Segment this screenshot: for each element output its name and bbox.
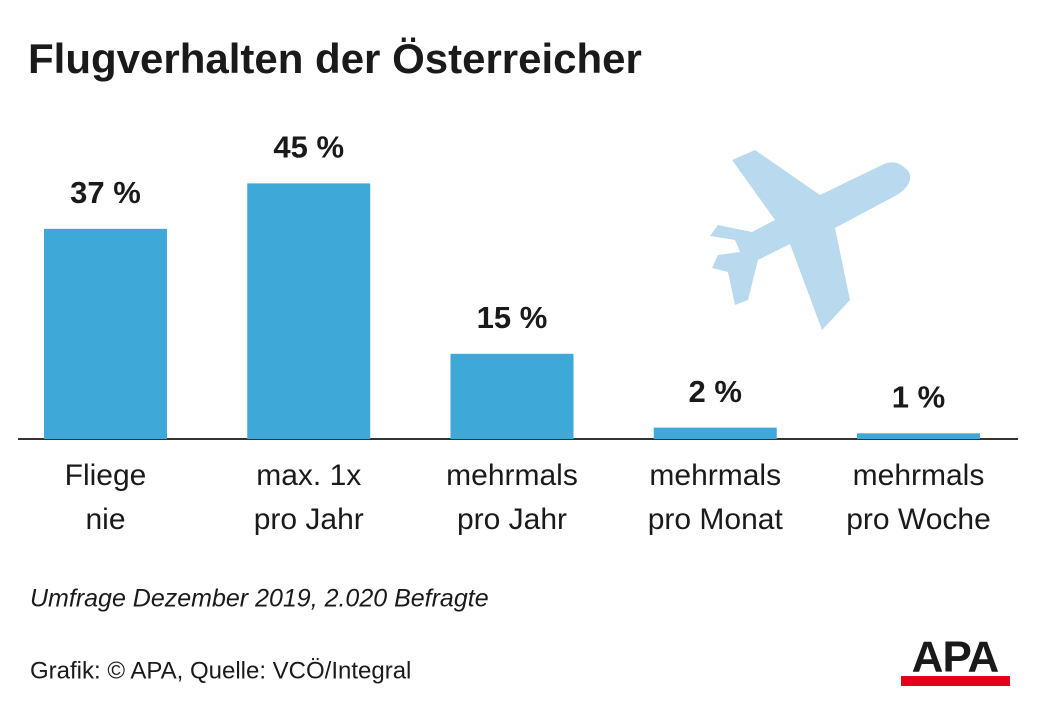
value-label: 15 %: [477, 300, 548, 335]
logo: APA: [912, 633, 999, 682]
category-label: mehrmals: [649, 459, 781, 492]
value-label: 45 %: [273, 130, 344, 165]
category-label: mehrmals: [853, 459, 985, 492]
airplane-icon: [710, 150, 911, 330]
category-label: pro Monat: [648, 503, 784, 536]
bar: [653, 427, 777, 439]
category-label: max. 1x: [256, 459, 361, 492]
category-label: mehrmals: [446, 459, 578, 492]
note: Umfrage Dezember 2019, 2.020 Befragte: [30, 585, 489, 613]
bar: [450, 353, 574, 439]
bar: [44, 228, 167, 439]
category-label: pro Jahr: [457, 503, 567, 536]
category-label: pro Woche: [846, 503, 991, 536]
chart-title: Flugverhalten der Österreicher: [28, 35, 642, 82]
bar: [857, 433, 980, 439]
value-label: 37 %: [70, 175, 141, 210]
logo-bar: [901, 676, 1010, 686]
category-label: Fliege: [65, 459, 147, 492]
source: Grafik: © APA, Quelle: VCÖ/Integral: [30, 657, 411, 684]
value-label: 1 %: [892, 380, 945, 415]
value-label: 2 %: [689, 374, 742, 409]
bar: [247, 183, 371, 439]
category-label: nie: [85, 503, 125, 536]
category-label: pro Jahr: [254, 503, 364, 536]
